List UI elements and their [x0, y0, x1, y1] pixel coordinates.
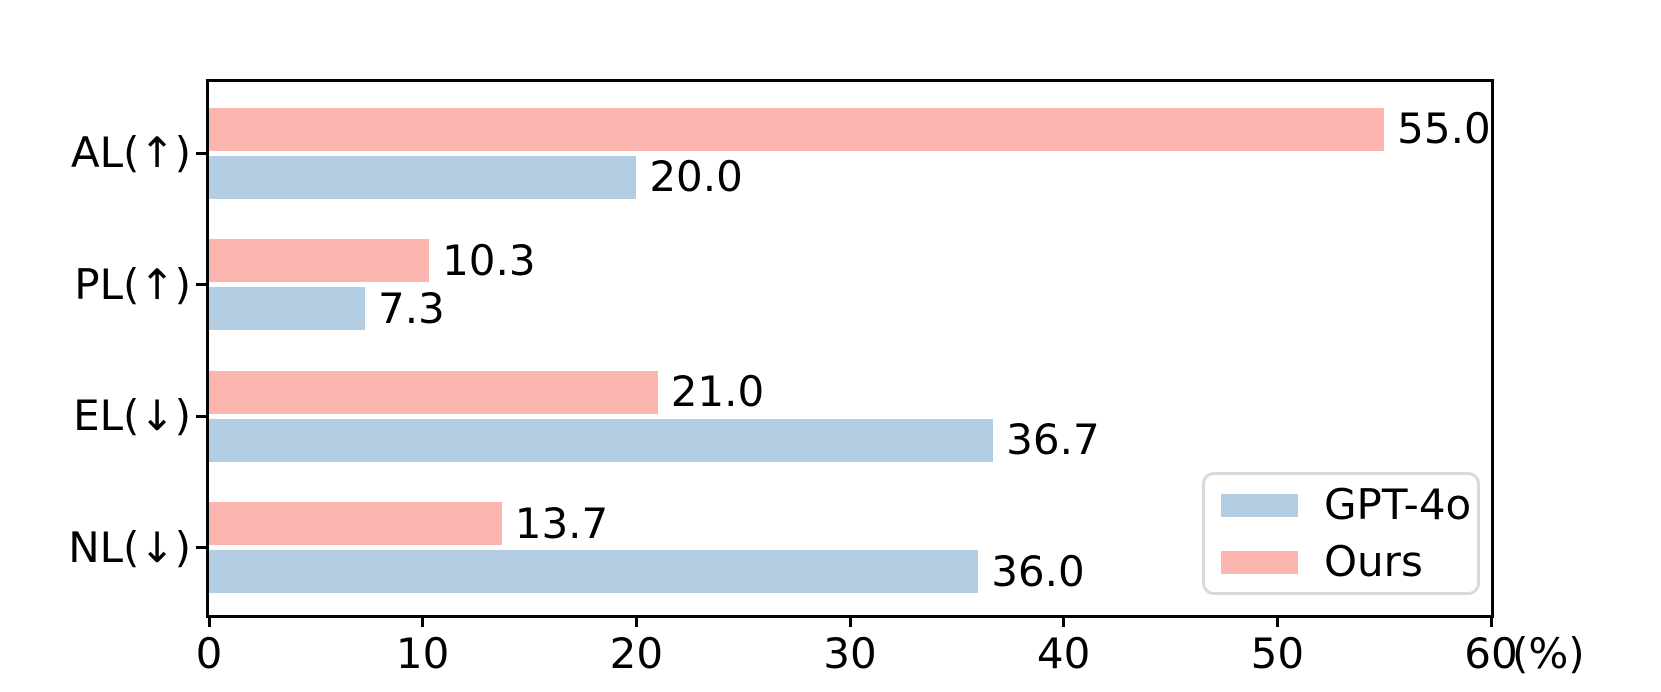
y-tick-el [196, 414, 209, 418]
x-tick-label-30: 30 [823, 629, 877, 678]
x-tick-label-0: 0 [195, 629, 223, 678]
y-tick-al [196, 151, 209, 155]
legend-entry-ours: Ours [1221, 541, 1477, 583]
x-axis-unit-label: (%) [1512, 629, 1585, 678]
x-tick-30 [848, 615, 852, 627]
bar-gpt-4o-pl [209, 287, 365, 330]
x-tick-label-60: 60 [1464, 629, 1518, 678]
legend-label-gpt-4o: GPT-4o [1324, 480, 1472, 529]
x-tick-label-20: 20 [609, 629, 664, 678]
x-tick-20 [634, 615, 638, 627]
value-label-ours-pl: 10.3 [442, 235, 536, 285]
x-tick-40 [1062, 615, 1066, 627]
value-label-ours-al: 55.0 [1397, 104, 1491, 153]
legend-swatch-gpt-4o [1221, 493, 1298, 517]
bar-ours-nl [209, 502, 502, 545]
bar-gpt-4o-el [209, 418, 994, 462]
bar-ours-el [209, 370, 658, 414]
y-tick-pl [196, 283, 209, 286]
y-tick-label-nl: NL(↓) [68, 522, 191, 572]
x-tick-label-40: 40 [1036, 629, 1091, 678]
x-tick-0 [207, 615, 211, 627]
x-tick-label-50: 50 [1250, 629, 1305, 678]
y-tick-nl [196, 546, 209, 549]
x-tick-10 [421, 615, 425, 627]
x-tick-60 [1489, 615, 1493, 627]
bar-gpt-4o-nl [209, 550, 979, 593]
value-label-gpt-4o-al: 20.0 [649, 152, 743, 201]
x-tick-50 [1275, 615, 1279, 627]
value-label-ours-el: 21.0 [670, 367, 765, 416]
value-label-gpt-4o-nl: 36.0 [991, 546, 1085, 596]
value-label-gpt-4o-el: 36.7 [1006, 415, 1100, 464]
value-label-gpt-4o-pl: 7.3 [377, 283, 445, 333]
legend-entry-gpt-4o: GPT-4o [1221, 484, 1477, 526]
bar-ours-al [209, 107, 1385, 151]
bar-ours-pl [209, 239, 430, 282]
legend-label-ours: Ours [1324, 537, 1423, 586]
legend: GPT-4o Ours [1202, 472, 1480, 595]
y-tick-label-pl: PL(↑) [74, 259, 191, 309]
legend-swatch-ours [1221, 550, 1298, 574]
plot-area: 20.0 7.3 36.7 36.0 55.0 10.3 21.0 13.7 [206, 79, 1494, 618]
y-tick-label-el: EL(↓) [73, 391, 191, 440]
y-tick-label-al: AL(↑) [70, 128, 191, 177]
value-label-ours-nl: 13.7 [514, 498, 609, 548]
x-tick-label-10: 10 [395, 629, 450, 678]
bar-gpt-4o-al [209, 155, 637, 199]
